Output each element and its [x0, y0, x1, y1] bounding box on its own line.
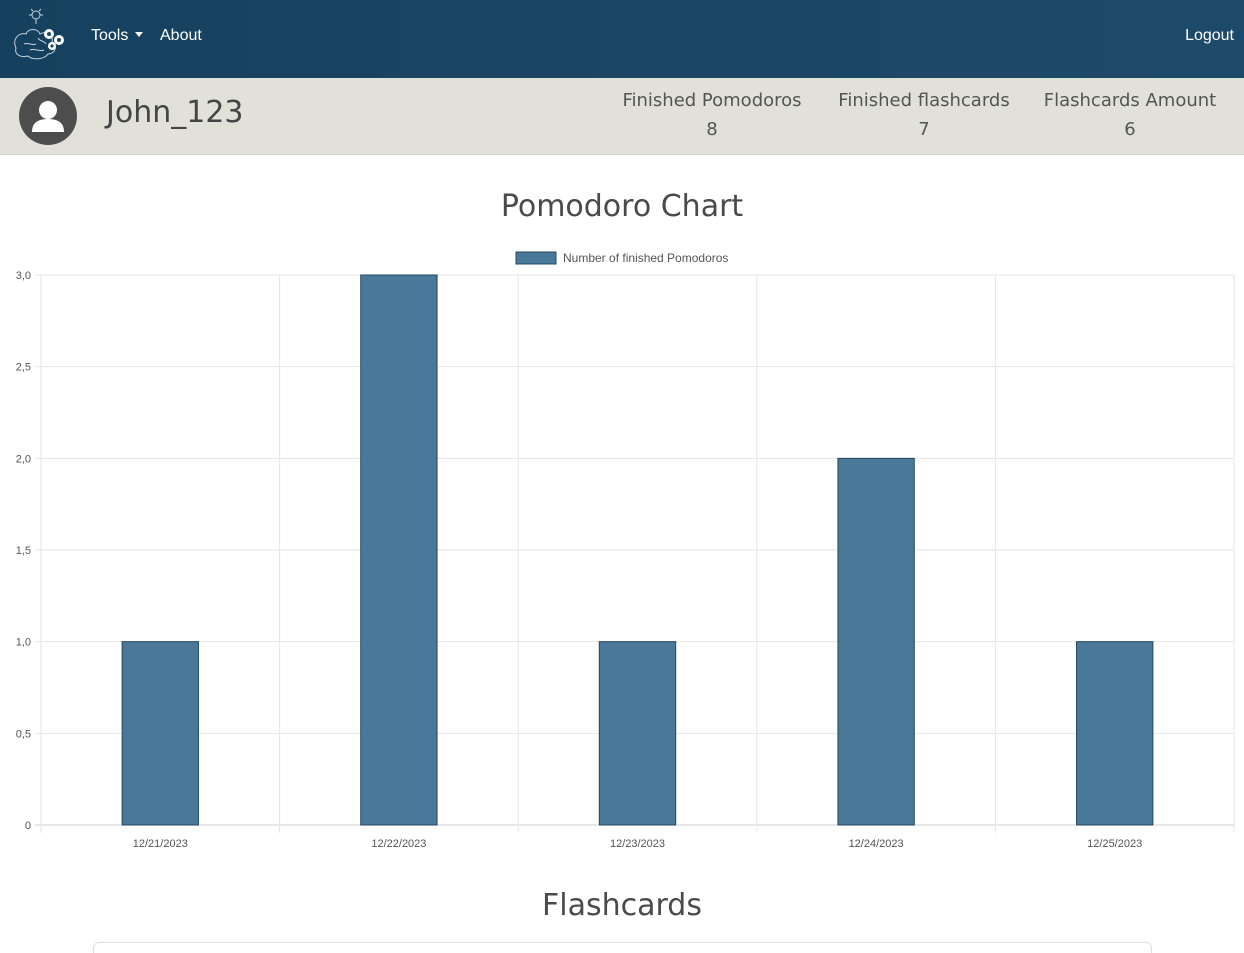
- stat-label: Finished flashcards: [838, 90, 1010, 111]
- caret-down-icon: [135, 32, 144, 37]
- stat-flashcards-amount: Flashcards Amount 6: [1030, 90, 1230, 141]
- username: John_123: [106, 95, 244, 130]
- y-tick-label: 0: [25, 820, 31, 832]
- y-tick-label: 3,0: [16, 270, 31, 282]
- bar: [598, 641, 677, 826]
- y-tick-label: 0,5: [16, 728, 31, 740]
- profile-bar: John_123 Finished Pomodoros 8 Finished f…: [0, 78, 1244, 155]
- flashcards-title: Flashcards: [542, 888, 702, 923]
- x-tick-label: 12/23/2023: [610, 838, 665, 850]
- stat-label: Finished Pomodoros: [622, 90, 802, 111]
- pomodoro-bar-chart: 0 0,5 1,0 1,5 2,0 2,5 3,0 12/21/2023 12/22/2023 1…: [16, 251, 1235, 850]
- tools-dropdown[interactable]: Tools: [91, 26, 144, 46]
- stat-label: Flashcards Amount: [1043, 90, 1217, 111]
- avatar: [19, 87, 77, 145]
- stat-value: 6: [1124, 119, 1136, 140]
- legend-label: Number of finished Pomodoros: [563, 251, 728, 265]
- bar: [121, 641, 199, 826]
- pomodoro-chart-title: Pomodoro Chart: [500, 189, 744, 224]
- logout-link[interactable]: Logout: [1185, 27, 1234, 44]
- stat-value: 8: [706, 119, 718, 140]
- tools-label: Tools: [91, 27, 129, 44]
- flashcards-panel: [93, 942, 1152, 953]
- stat-finished-pomodoros: Finished Pomodoros 8: [612, 90, 812, 141]
- brain-gears-logo-icon[interactable]: [10, 8, 68, 64]
- legend-swatch: [515, 251, 557, 265]
- bar: [837, 457, 915, 826]
- about-link[interactable]: About: [160, 27, 202, 44]
- x-tick-label: 12/25/2023: [1087, 838, 1142, 850]
- y-tick-label: 1,0: [16, 637, 31, 649]
- bar: [360, 274, 438, 826]
- user-icon: [32, 101, 64, 132]
- stat-value: 7: [918, 119, 930, 140]
- x-tick-label: 12/24/2023: [849, 838, 904, 850]
- x-tick-label: 12/21/2023: [133, 838, 188, 850]
- stat-finished-flashcards: Finished flashcards 7: [824, 90, 1024, 141]
- navbar: Tools About Logout: [0, 0, 1244, 78]
- x-tick-label: 12/22/2023: [371, 838, 426, 850]
- y-tick-label: 2,5: [16, 362, 31, 374]
- bar: [1076, 641, 1154, 826]
- y-tick-label: 2,0: [16, 453, 31, 465]
- y-tick-label: 1,5: [16, 545, 31, 557]
